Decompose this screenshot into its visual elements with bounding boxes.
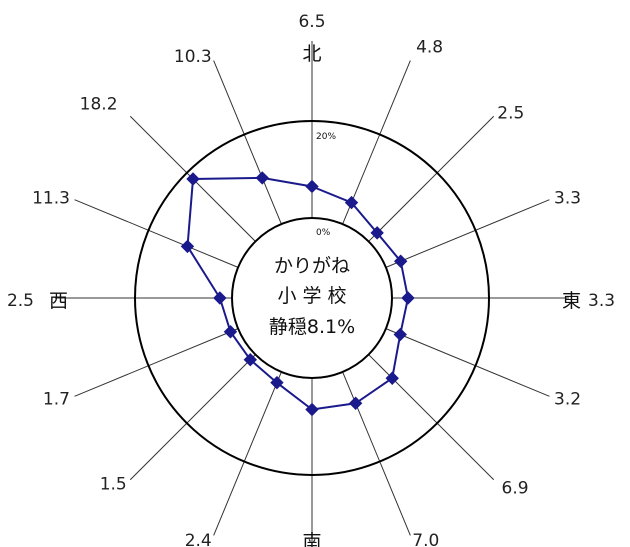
spoke-5 (386, 329, 550, 397)
value-label-9: 2.4 (185, 531, 212, 547)
marker-4 (402, 292, 414, 304)
spoke-11 (75, 329, 239, 397)
marker-13 (181, 240, 193, 252)
value-label-13: 11.3 (32, 189, 70, 209)
direction-label-north: 北 (302, 43, 321, 65)
spoke-7 (343, 372, 411, 536)
direction-label-west: 西 (49, 290, 68, 312)
value-label-14: 18.2 (80, 95, 118, 115)
spoke-15 (214, 61, 282, 225)
value-label-4: 3.3 (588, 291, 615, 311)
value-label-11: 1.7 (43, 389, 70, 409)
marker-0 (306, 180, 318, 192)
value-label-5: 3.2 (554, 389, 581, 409)
value-label-3: 3.3 (554, 189, 581, 209)
value-label-2: 2.5 (497, 104, 524, 124)
value-label-0: 6.5 (298, 12, 325, 32)
station-name-line-2: 小 学 校 (277, 285, 346, 307)
value-label-1: 4.8 (416, 38, 443, 58)
direction-label-east: 東 (562, 290, 581, 312)
marker-7 (350, 397, 362, 409)
station-name-line-1: かりがね (274, 255, 350, 277)
marker-15 (256, 172, 268, 184)
calm-percentage: 静穏8.1% (269, 316, 355, 338)
value-label-10: 1.5 (100, 474, 127, 494)
spoke-2 (369, 116, 494, 241)
value-label-15: 10.3 (174, 47, 212, 67)
marker-12 (214, 292, 226, 304)
spoke-13 (75, 200, 239, 268)
direction-label-south: 南 (302, 531, 321, 547)
ring-label-0: 0% (316, 228, 331, 238)
spoke-3 (386, 200, 550, 268)
value-label-6: 6.9 (502, 479, 529, 499)
spoke-9 (214, 372, 282, 536)
spoke-6 (369, 355, 494, 480)
spoke-10 (130, 355, 255, 480)
ring-label-20: 20% (316, 132, 336, 142)
marker-5 (394, 329, 406, 341)
value-label-12: 2.5 (7, 291, 34, 311)
value-label-7: 7.0 (412, 531, 439, 547)
